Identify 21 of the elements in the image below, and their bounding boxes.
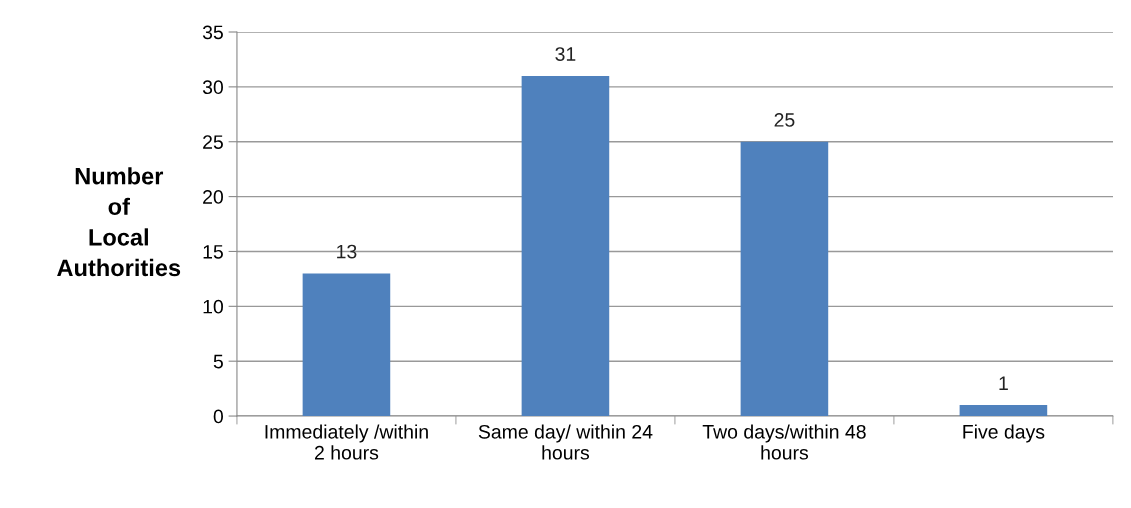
bar — [959, 405, 1048, 417]
x-tick-label: Same day/ within 24 hours — [478, 424, 653, 460]
y-tick-label: 0 — [213, 409, 223, 424]
bar — [740, 141, 829, 417]
y-tick-label: 15 — [203, 245, 223, 259]
bar — [302, 273, 391, 417]
y-tick-label: 5 — [213, 354, 223, 369]
data-label: 25 — [774, 113, 795, 127]
data-label: 13 — [337, 244, 357, 259]
data-label: 31 — [555, 47, 576, 61]
x-tick-label: Five days — [963, 424, 1045, 443]
y-tick-label: 25 — [203, 135, 223, 149]
y-tick-label: 35 — [202, 25, 223, 40]
y-tick-label: 20 — [203, 190, 223, 204]
x-tick-label: Immediately /within 2 hours — [265, 424, 428, 460]
bar — [521, 75, 610, 417]
y-axis-title: Number of Local Authorities — [57, 167, 181, 277]
data-label: 1 — [999, 376, 1008, 390]
x-tick-label: Two days/within 48 hours — [702, 424, 866, 460]
y-tick-label: 30 — [202, 80, 223, 95]
y-tick-label: 10 — [203, 299, 223, 314]
